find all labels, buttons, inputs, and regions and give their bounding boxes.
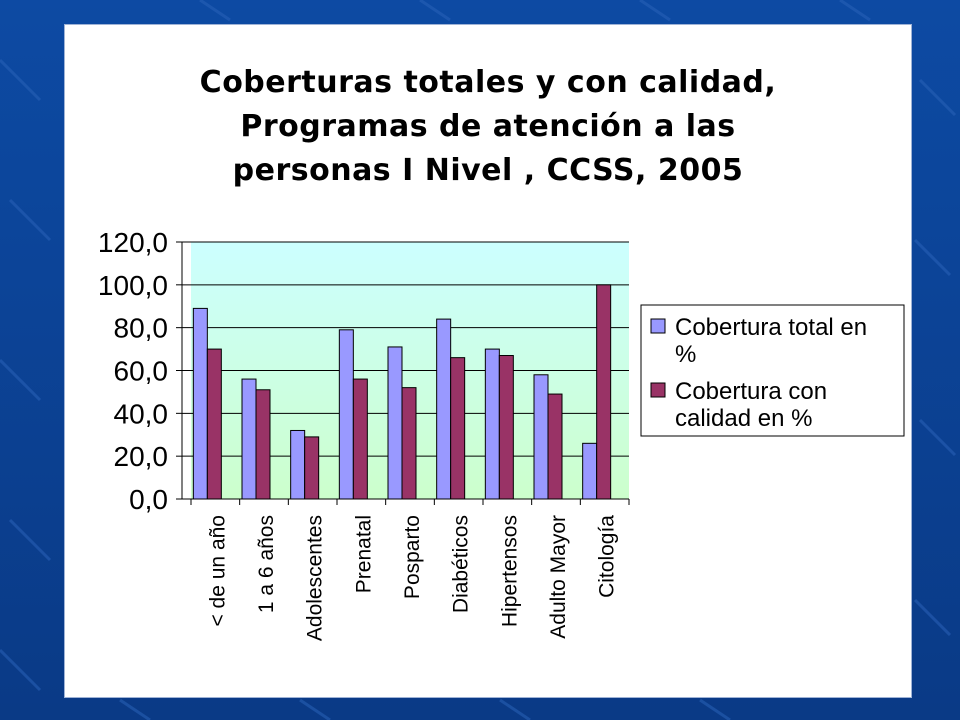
legend-swatch <box>650 382 666 398</box>
legend-label: Cobertura total en% <box>675 314 867 368</box>
legend-label: Cobertura con calidad en % <box>675 378 827 432</box>
bar-calidad <box>547 393 563 500</box>
bar-total <box>582 442 598 500</box>
y-tick-label: 60,0 <box>114 356 169 387</box>
bar-total <box>338 329 354 500</box>
chart-title-line-2: Programas de atención a las <box>240 109 736 144</box>
x-tick-label: < de un año <box>206 515 229 627</box>
bar-total <box>241 378 257 500</box>
bar-total <box>533 374 549 500</box>
bar-calidad <box>206 348 222 500</box>
x-tick-label: Hipertensos <box>498 515 521 627</box>
bar-calidad <box>352 378 368 500</box>
x-tick-label: Prenatal <box>352 515 375 593</box>
x-tick-label: Adulto Mayor <box>547 515 570 639</box>
y-tick-label: 0,0 <box>129 484 168 515</box>
bar-calidad <box>596 284 612 500</box>
legend <box>640 304 905 437</box>
x-tick-label: Adolescentes <box>304 515 327 641</box>
chart-title-line-1: Coberturas totales y con calidad, <box>199 65 777 100</box>
bar-chart: 0,0 20,0 40,0 60,0 80,0 100,0 120,0 < de un año… <box>98 227 905 641</box>
chart-title: Coberturas totales y con calidad, Progra… <box>65 61 911 193</box>
bar-total <box>436 318 452 500</box>
bar-total <box>192 307 208 500</box>
bar-calidad <box>304 436 320 500</box>
bar-total <box>290 429 306 500</box>
x-tick-label: Citología <box>596 515 619 598</box>
chart-panel: Coberturas totales y con calidad, Progra… <box>64 24 912 698</box>
legend-swatch <box>650 318 666 334</box>
bar-calidad <box>498 355 514 500</box>
y-tick-label: 20,0 <box>114 441 169 472</box>
y-tick-label: 120,0 <box>98 227 168 258</box>
y-tick-label: 80,0 <box>114 313 169 344</box>
chart-title-line-3: personas I Nivel , CCSS, 2005 <box>232 153 744 188</box>
bar-calidad <box>450 357 466 500</box>
y-tick-label: 100,0 <box>98 270 168 301</box>
x-tick-label: Diabéticos <box>450 515 473 613</box>
bar-calidad <box>255 389 271 500</box>
x-tick-label: Posparto <box>401 515 424 599</box>
bar-total <box>387 346 403 500</box>
y-tick-label: 40,0 <box>114 398 169 429</box>
bar-calidad <box>401 387 417 500</box>
x-tick-label: 1 a 6 años <box>255 515 278 613</box>
bar-total <box>484 348 500 500</box>
